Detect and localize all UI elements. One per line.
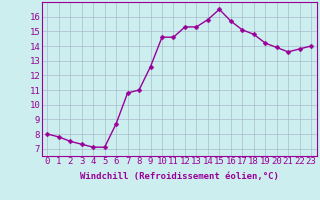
X-axis label: Windchill (Refroidissement éolien,°C): Windchill (Refroidissement éolien,°C) xyxy=(80,172,279,181)
